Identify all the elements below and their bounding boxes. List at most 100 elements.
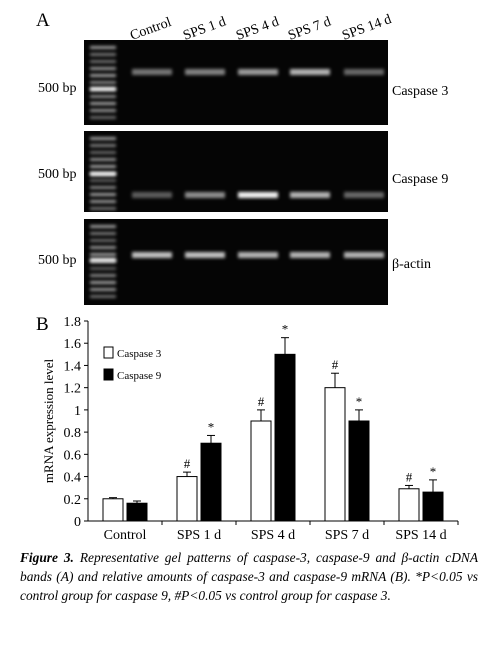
gel-band [290, 69, 330, 75]
ladder-band [90, 158, 116, 161]
ladder-band [90, 102, 116, 105]
gel-strip [84, 219, 388, 305]
significance-mark: * [356, 394, 363, 409]
bar [348, 420, 370, 522]
y-tick-label: 1.8 [64, 315, 82, 330]
y-tick-label: 0.4 [64, 471, 82, 486]
bar [250, 420, 272, 522]
ladder-band [90, 151, 116, 154]
significance-mark: # [184, 456, 191, 471]
gel-band [238, 69, 278, 75]
ladder-band [90, 144, 116, 147]
significance-mark: * [282, 322, 289, 337]
gel-band [344, 252, 384, 258]
significance-mark: * [208, 419, 215, 434]
gel-band [132, 69, 172, 75]
ladder-band [90, 95, 116, 98]
x-tick-label: SPS 14 d [395, 528, 446, 543]
gel-band [238, 252, 278, 258]
ladder-band [90, 258, 116, 262]
ladder-band [90, 67, 116, 70]
ladder-band [90, 137, 116, 140]
bar [324, 387, 346, 522]
y-tick-label: 1 [74, 404, 81, 419]
bar [176, 476, 198, 522]
lane-label: SPS 14 d [340, 12, 393, 44]
caption-label: Figure 3. [20, 550, 74, 565]
ladder-band [90, 46, 116, 49]
x-tick-label: SPS 4 d [251, 528, 295, 543]
y-tick-label: 0.6 [64, 448, 82, 463]
lane-label: SPS 1 d [181, 14, 228, 43]
bar [274, 353, 296, 522]
ladder-band [90, 281, 116, 284]
ladder-band [90, 193, 116, 196]
ladder-band [90, 87, 116, 91]
significance-mark: # [332, 357, 339, 372]
y-tick-label: 0.8 [64, 426, 82, 441]
lane-label: SPS 7 d [286, 14, 333, 43]
y-tick-label: 0 [74, 515, 81, 530]
ladder-band [90, 246, 116, 249]
y-tick-label: 1.2 [64, 382, 82, 397]
gel-band [290, 192, 330, 198]
ladder-band [90, 200, 116, 203]
significance-mark: # [406, 469, 413, 484]
ladder-band [90, 232, 116, 235]
bar [126, 502, 148, 522]
ladder-band [90, 179, 116, 182]
caption-text: Representative gel patterns of caspase-3… [20, 550, 478, 603]
legend-swatch [103, 368, 114, 381]
ladder-band [90, 239, 116, 242]
legend-label: Caspase 3 [117, 348, 162, 360]
ladder-band [90, 81, 116, 84]
ladder-band [90, 116, 116, 119]
y-tick-label: 1.6 [64, 337, 82, 352]
bar [102, 498, 124, 522]
legend-swatch [103, 346, 114, 359]
marker-label: 500 bp [38, 81, 77, 96]
lane-label: SPS 4 d [234, 14, 281, 43]
ladder-band [90, 288, 116, 291]
ladder-band [90, 207, 116, 210]
gel-band [238, 192, 278, 198]
gel-band [344, 69, 384, 75]
ladder-band [90, 109, 116, 112]
gene-label: Caspase 9 [392, 172, 448, 187]
ladder-band [90, 274, 116, 277]
gel-band [185, 69, 225, 75]
marker-label: 500 bp [38, 253, 77, 268]
gel-band [132, 252, 172, 258]
gel-strip [84, 131, 388, 212]
marker-label: 500 bp [38, 167, 77, 182]
ladder-band [90, 74, 116, 77]
ladder-band [90, 165, 116, 168]
panel-label: B [36, 314, 49, 335]
bar [398, 488, 420, 522]
y-tick-label: 0.2 [64, 493, 82, 508]
panel-label: A [36, 10, 50, 31]
figure: A B 500 bp Caspase 3 500 bp Caspase 9 500 bp… [36, 10, 459, 543]
gel-band [344, 192, 384, 198]
ladder-band [90, 267, 116, 270]
significance-mark: * [430, 464, 437, 479]
y-axis-label: mRNA expression level [41, 359, 56, 484]
ladder-band [90, 225, 116, 228]
x-tick-label: Control [104, 528, 147, 543]
legend-label: Caspase 9 [117, 370, 162, 382]
gel-band [132, 192, 172, 198]
ladder-band [90, 253, 116, 256]
bar [200, 442, 222, 522]
ladder-band [90, 172, 116, 176]
gel-band [185, 252, 225, 258]
gene-label: β-actin [392, 257, 431, 272]
gene-label: Caspase 3 [392, 84, 448, 99]
gel-strip [84, 40, 388, 125]
ladder-band [90, 53, 116, 56]
x-tick-label: SPS 1 d [177, 528, 221, 543]
gel-band [185, 192, 225, 198]
gel-band [290, 252, 330, 258]
ladder-band [90, 295, 116, 298]
y-tick-label: 1.4 [64, 359, 82, 374]
caption: Figure 3. Representative gel patterns of… [20, 548, 478, 605]
